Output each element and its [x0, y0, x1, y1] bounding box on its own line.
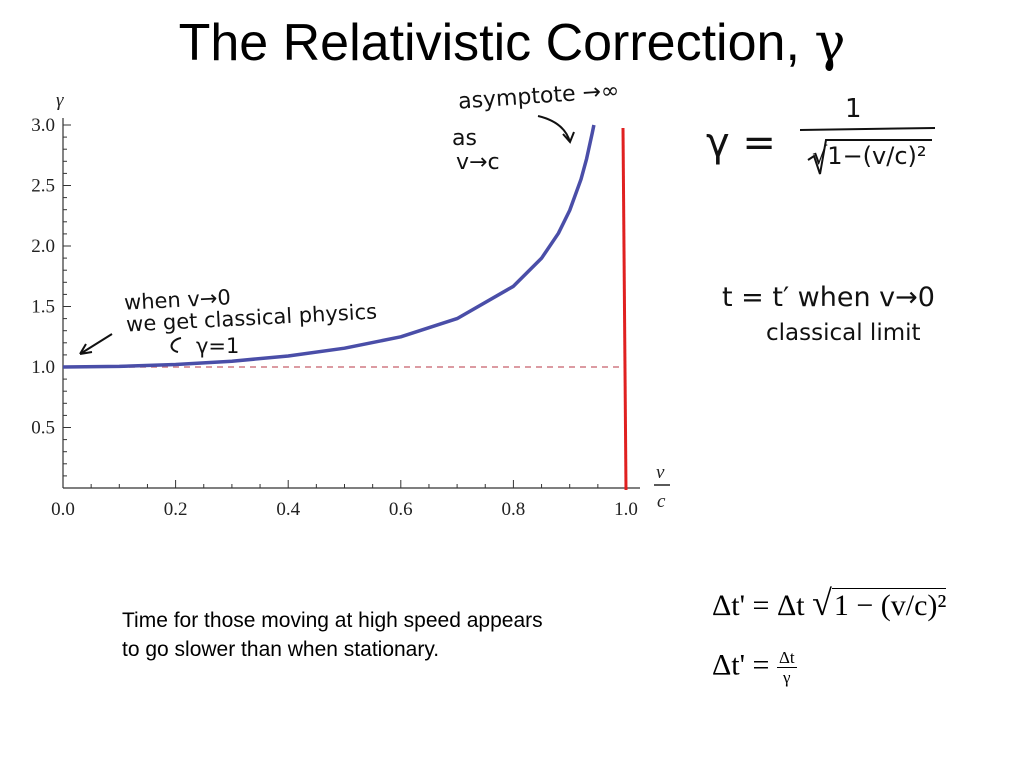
chart-curve	[62, 124, 596, 369]
t-equals-t-prime-note: t = t′ when v→0	[722, 282, 935, 313]
y-tick-label: 2.5	[31, 176, 55, 197]
slide-title: The Relativistic Correction, γ	[0, 12, 1024, 74]
classical-arrow-icon	[79, 333, 113, 355]
caption-line-2: to go slower than when stationary.	[122, 638, 440, 661]
slide-caption: Time for those moving at high speed appe…	[122, 606, 682, 664]
x-tick-label: 0.2	[164, 499, 188, 520]
as-note: as	[452, 126, 477, 151]
x-tick-label: 0.0	[51, 499, 75, 520]
gamma-formula-radical-icon	[807, 139, 932, 175]
title-gamma-symbol: γ	[814, 13, 846, 73]
eq2-denominator: γ	[783, 668, 791, 687]
gamma-formula-numerator: 1	[845, 94, 862, 124]
y-tick-label: 3.0	[31, 115, 55, 136]
chart-tick-labels: 0.0 0.2 0.4 0.6 0.8 1.0 0.5 1.0 1.5 2.0 2.5 3.0	[31, 115, 638, 520]
x-axis-label-denominator: c	[657, 491, 666, 512]
y-axis-label: γ	[56, 90, 64, 111]
asymptote-vertical-line	[621, 127, 628, 491]
chart-reference-lines	[63, 127, 628, 491]
classical-limit-note: classical limit	[766, 320, 921, 346]
y-tick-label: 2.0	[31, 236, 55, 257]
eq2-fraction: Δt γ	[776, 648, 797, 687]
x-tick-label: 0.8	[502, 499, 526, 520]
x-tick-label: 1.0	[614, 499, 638, 520]
gamma-equals-one-note: γ=1	[196, 334, 240, 358]
caption-line-1: Time for those moving at high speed appe…	[122, 609, 543, 632]
eq1-radical-icon: √	[812, 583, 832, 623]
x-axis-label-numerator: v	[656, 462, 665, 483]
asymptote-arrow-icon	[537, 115, 575, 144]
eq1-radicand: 1 − (v/c)²	[831, 588, 947, 622]
gamma-formula-fraction-bar	[799, 127, 936, 131]
x-tick-label: 0.4	[276, 499, 300, 520]
eq2-numerator: Δt	[776, 648, 797, 668]
gamma-formula-lhs: γ =	[706, 120, 776, 166]
eq2-lhs: Δt' =	[712, 648, 770, 682]
y-tick-label: 1.5	[31, 297, 55, 318]
x-tick-label: 0.6	[389, 499, 413, 520]
gamma-curve-line	[62, 124, 596, 369]
y-tick-label: 1.0	[31, 357, 55, 378]
eq1-lhs: Δt' = Δt	[712, 589, 805, 622]
annotation-curl-icon	[170, 337, 182, 353]
v-to-c-note: v→c	[456, 150, 500, 175]
time-dilation-equation-2: Δt' = Δt γ	[712, 648, 797, 687]
time-dilation-equation-1: Δt' = Δt √1 − (v/c)²	[712, 582, 947, 624]
gamma-formula-denominator: √1−(v/c)²	[812, 142, 927, 170]
y-tick-label: 0.5	[31, 418, 55, 439]
title-text: The Relativistic Correction,	[178, 14, 800, 72]
